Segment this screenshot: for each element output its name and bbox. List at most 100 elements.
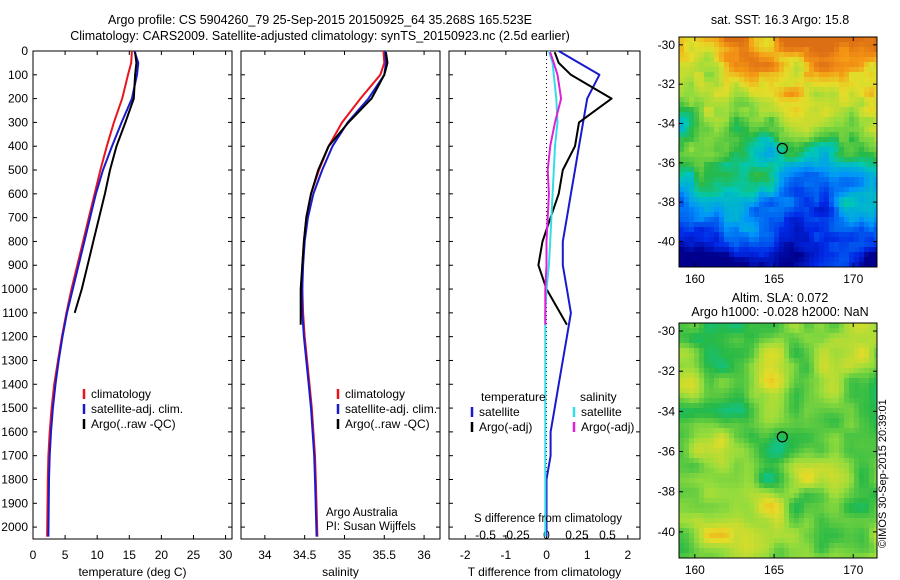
series-line [73,52,138,314]
map-cell [809,353,815,359]
map-cell [784,152,790,158]
map-cell [729,82,735,88]
map-cell [809,553,815,558]
map-cell [864,252,870,258]
map-cell [794,137,800,143]
map-cell [849,483,855,489]
map-cell [719,107,725,113]
map-cell [689,323,695,329]
map-cell [754,348,760,354]
map-cell [849,533,855,539]
map-cell [859,403,865,409]
map-cell [724,112,730,118]
map-cell [829,62,835,68]
map-cell [704,543,710,549]
map-cell [864,528,870,534]
map-cell [759,443,765,449]
map-cell [709,177,715,183]
map-cell [709,328,715,334]
map-cell [804,197,810,203]
map-cell [734,67,740,73]
map-cell [869,57,875,63]
map-cell [724,378,730,384]
map-cell [774,383,780,389]
map-cell [769,82,775,88]
map-cell [819,448,825,454]
map-cell [689,548,695,554]
map-cell [684,252,690,258]
map-cell [819,57,825,63]
map-cell [719,177,725,183]
map-cell [739,513,745,519]
map-cell [749,172,755,178]
map-cell [794,262,800,267]
map-cell [769,413,775,419]
map-cell [859,242,865,248]
map-cell [719,438,725,444]
map-cell [719,157,725,163]
map-cell [819,122,825,128]
map-cell [874,152,877,158]
map-cell [854,202,860,208]
map-cell [864,443,870,449]
map-cell [754,473,760,479]
map-cell [699,393,705,399]
map-cell [844,242,850,248]
map-cell [704,157,710,163]
map-cell [829,343,835,349]
map-cell [849,338,855,344]
map-cell [699,117,705,123]
map-cell [799,142,805,148]
map-cell [699,122,705,128]
map-cell [704,112,710,118]
map-cell [784,403,790,409]
map-cell [834,368,840,374]
map-cell [784,398,790,404]
map-cell [694,473,700,479]
map-cell [754,117,760,123]
map-cell [804,473,810,479]
map-cell [799,418,805,424]
map-cell [764,473,770,479]
map-cell [709,413,715,419]
map-cell [764,102,770,108]
map-cell [839,478,845,484]
map-cell [874,448,877,454]
map-cell [829,167,835,173]
map-cell [859,62,865,68]
map-cell [814,383,820,389]
map-cell [734,473,740,479]
map-cell [714,383,720,389]
map-cell [749,77,755,83]
map-cell [774,548,780,554]
map-cell [739,418,745,424]
map-cell [824,212,830,218]
map-cell [864,343,870,349]
map-cell [724,393,730,399]
map-cell [729,87,735,93]
map-cell [839,548,845,554]
map-cell [849,137,855,143]
map-cell [759,152,765,158]
map-cell [694,448,700,454]
map-cell [819,77,825,83]
map-cell [694,262,700,267]
map-cell [684,488,690,494]
map-cell [799,72,805,78]
map-cell [714,72,720,78]
map-cell [739,182,745,188]
map-cell [854,257,860,263]
map-cell [859,418,865,424]
map-cell [869,438,875,444]
map-cell [824,523,830,529]
map-cell [794,147,800,153]
map-cell [709,107,715,113]
map-cell [784,423,790,429]
map-cell [809,403,815,409]
map-cell [859,493,865,499]
map-cell [734,122,740,128]
map-cell [729,162,735,168]
map-cell [749,102,755,108]
map-cell [819,453,825,459]
map-cell [734,147,740,153]
